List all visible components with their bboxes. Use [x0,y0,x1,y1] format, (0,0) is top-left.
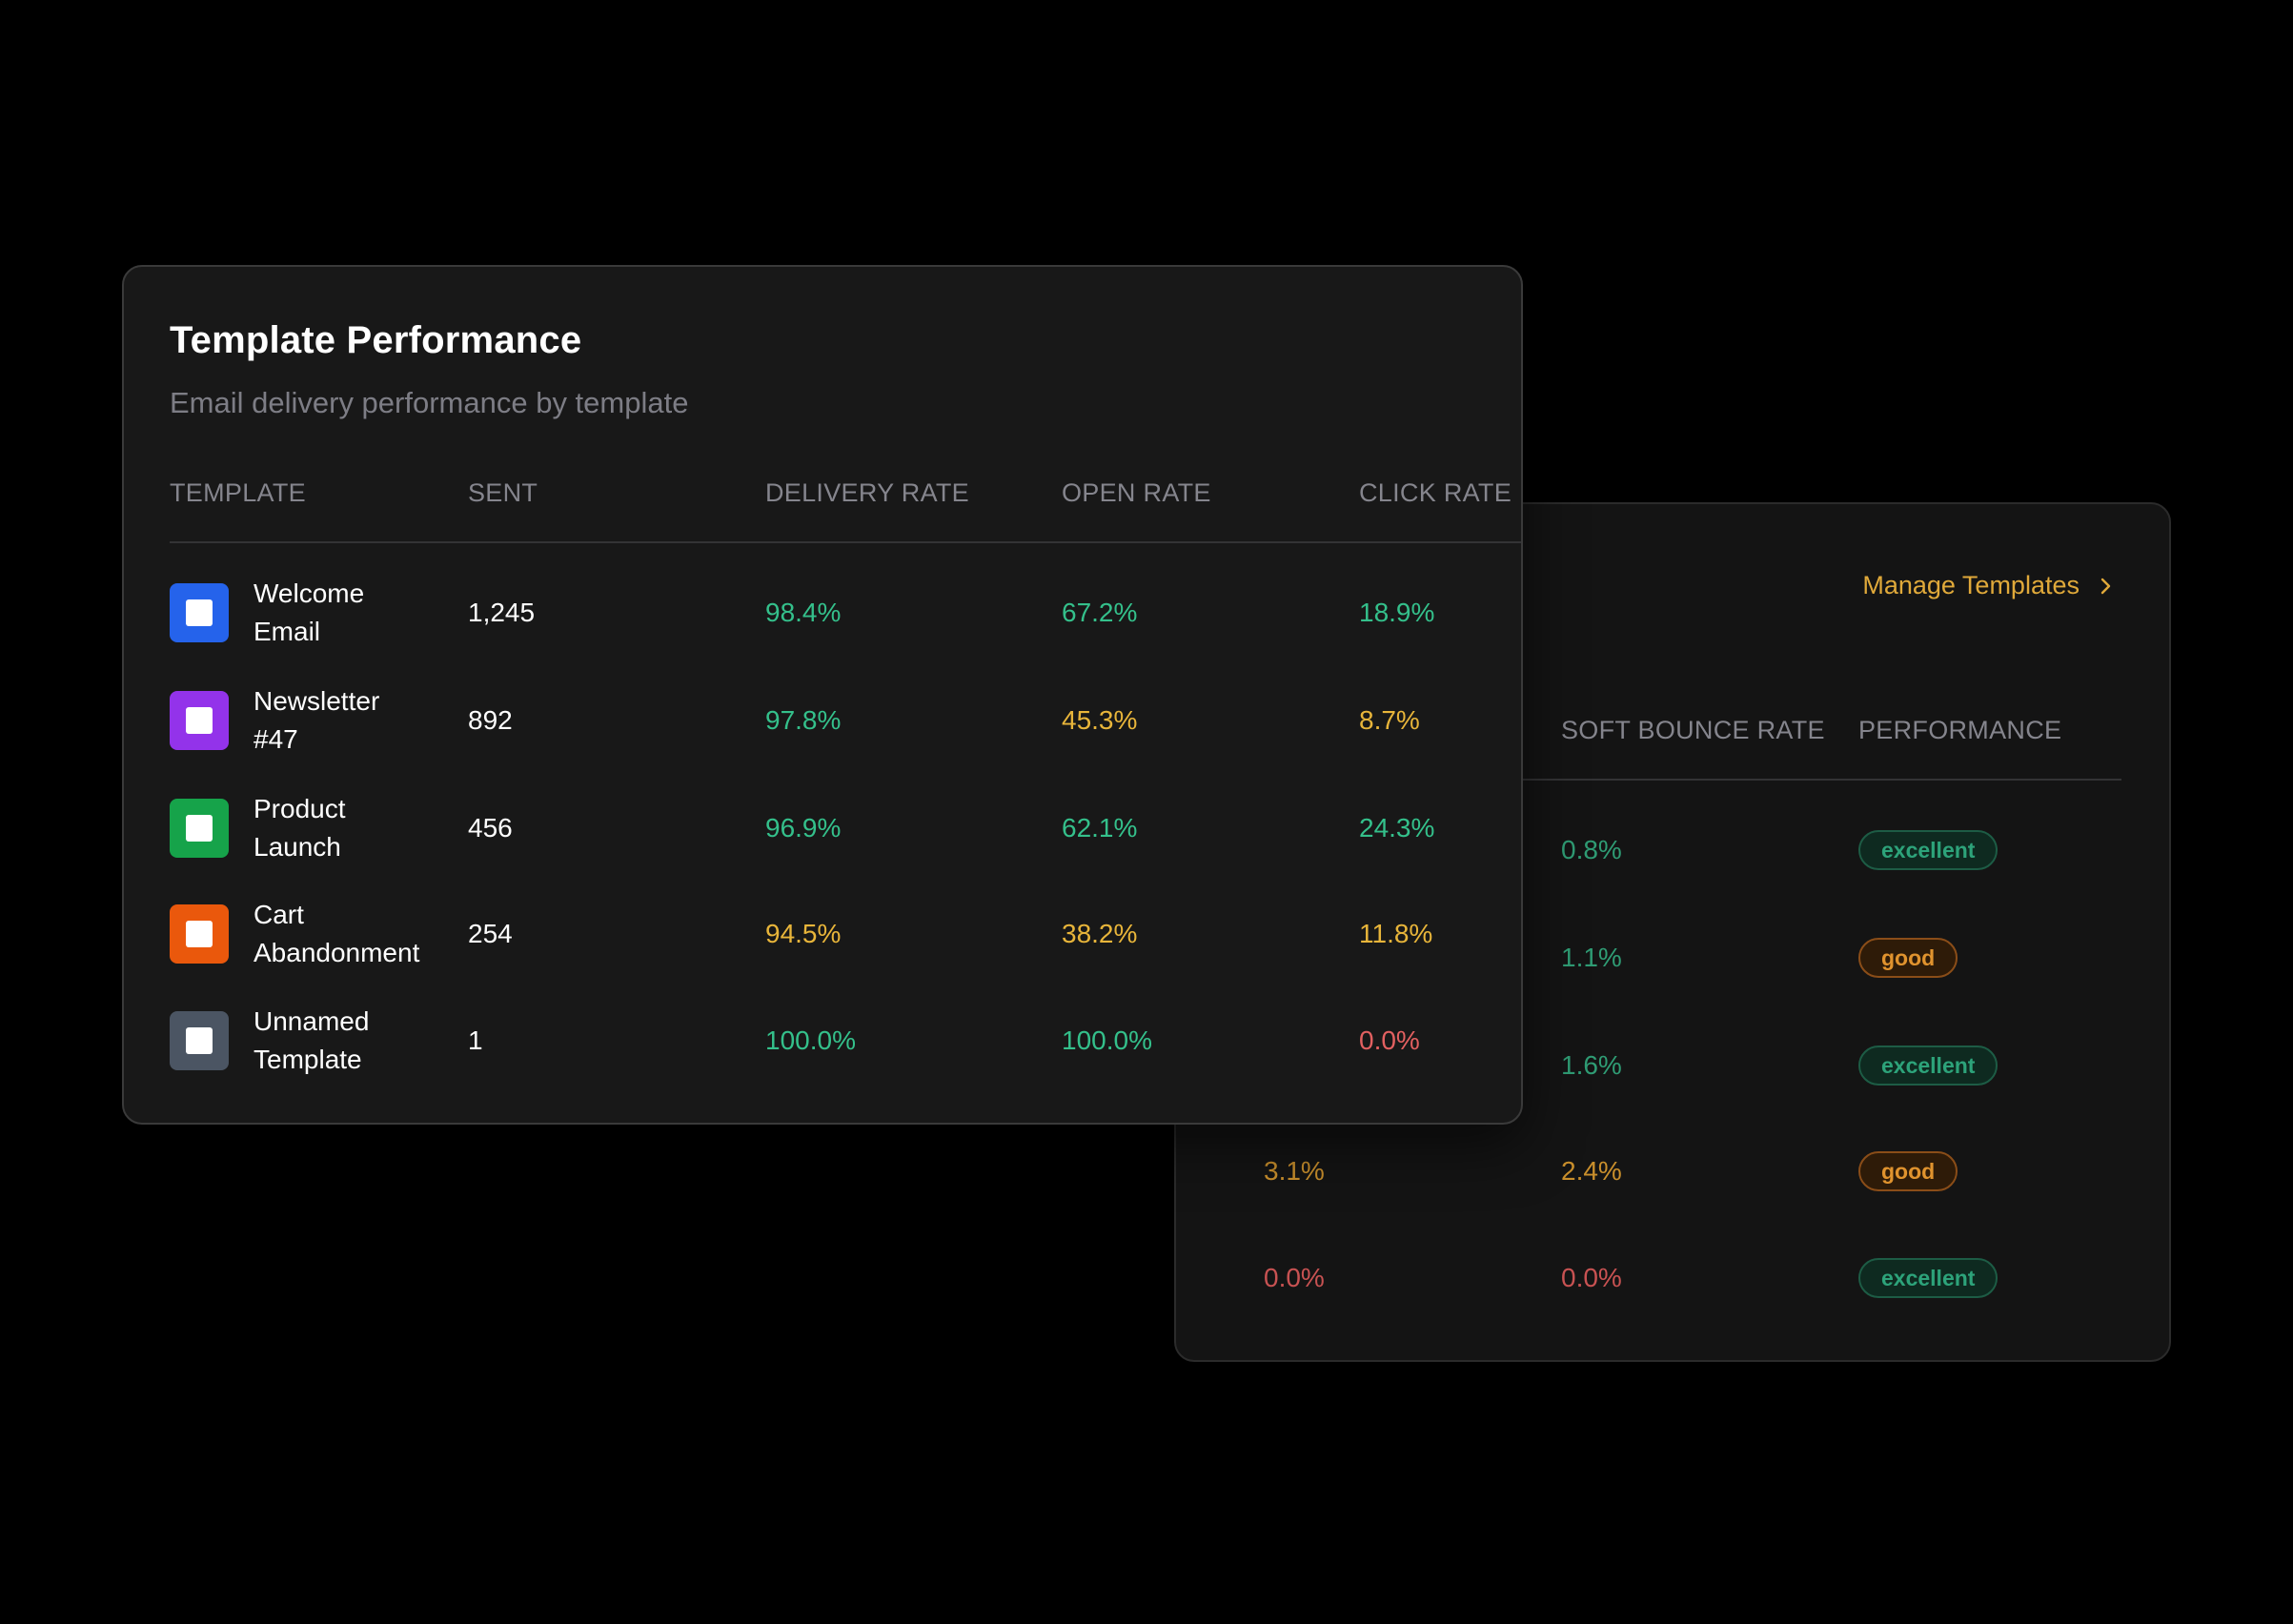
open-rate-cell: 62.1% [1062,813,1138,842]
column-header-open-rate[interactable]: OPEN RATE [1062,478,1211,507]
open-rate-cell: 100.0% [1062,1025,1152,1055]
template-name-line1: Welcome [254,579,365,608]
template-name[interactable]: Unnamed Template [254,1003,369,1079]
performance-badge: excellent [1858,830,1999,870]
click-rate-cell: 18.9% [1359,598,1435,627]
template-name-line2: Email [254,617,321,646]
template-name[interactable]: Newsletter #47 [254,682,379,759]
manage-templates-link[interactable]: Manage Templates [1862,571,2114,600]
template-name-line1: Newsletter [254,686,380,716]
header-divider [1176,779,2121,781]
delivery-rate-cell: 94.5% [765,919,842,948]
soft-bounce-cell: 1.6% [1561,1050,1622,1080]
template-name-line1: Unnamed [254,1006,370,1036]
template-name-line1: Product [254,794,346,823]
delivery-rate-cell: 100.0% [765,1025,856,1055]
template-square-icon [170,583,229,642]
panel-title: Template Performance [170,319,582,361]
template-name[interactable]: Welcome Email [254,575,364,651]
template-square-icon [170,799,229,858]
template-name-line2: Abandonment [254,938,420,967]
column-header-soft-bounce-rate[interactable]: SOFT BOUNCE RATE [1561,716,1825,744]
column-header-click-rate[interactable]: CLICK RATE [1359,478,1512,507]
hard-bounce-cell: 3.1% [1264,1156,1325,1186]
column-header-performance[interactable]: PERFORMANCE [1858,716,2062,744]
click-rate-cell: 24.3% [1359,813,1435,842]
soft-bounce-cell: 1.1% [1561,943,1622,972]
open-rate-cell: 67.2% [1062,598,1138,627]
sent-cell: 1 [468,1025,483,1055]
manage-templates-label[interactable]: Manage Templates [1862,571,2080,599]
template-square-icon [170,691,229,750]
header-divider [170,541,1521,543]
template-name-line2: Template [254,1045,362,1074]
column-header-template[interactable]: TEMPLATE [170,478,306,507]
click-rate-cell: 11.8% [1359,919,1433,948]
template-performance-panel: Template Performance Email delivery perf… [122,265,1523,1125]
hard-bounce-cell: 0.0% [1264,1263,1325,1292]
open-rate-cell: 38.2% [1062,919,1138,948]
performance-badge: excellent [1858,1045,1999,1086]
panel-subtitle: Email delivery performance by template [170,386,689,419]
template-name[interactable]: Product Launch [254,790,346,866]
click-rate-cell: 0.0% [1359,1025,1420,1055]
column-header-delivery-rate[interactable]: DELIVERY RATE [765,478,969,507]
soft-bounce-cell: 0.0% [1561,1263,1622,1292]
delivery-rate-cell: 96.9% [765,813,842,842]
performance-badge: good [1858,938,1958,978]
template-name[interactable]: Cart Abandonment [254,896,419,972]
performance-badge: excellent [1858,1258,1999,1298]
delivery-rate-cell: 97.8% [765,705,842,735]
sent-cell: 456 [468,813,513,842]
sent-cell: 254 [468,919,513,948]
delivery-rate-cell: 98.4% [765,598,842,627]
chevron-right-icon [2100,578,2111,594]
performance-badge: good [1858,1151,1958,1191]
template-name-line1: Cart [254,900,304,929]
template-name-line2: #47 [254,724,298,754]
open-rate-cell: 45.3% [1062,705,1138,735]
template-square-icon [170,1011,229,1070]
sent-cell: 1,245 [468,598,536,627]
soft-bounce-cell: 2.4% [1561,1156,1622,1186]
soft-bounce-cell: 0.8% [1561,835,1622,864]
column-header-sent[interactable]: SENT [468,478,538,507]
click-rate-cell: 8.7% [1359,705,1420,735]
template-square-icon [170,904,229,964]
sent-cell: 892 [468,705,513,735]
template-name-line2: Launch [254,832,341,862]
